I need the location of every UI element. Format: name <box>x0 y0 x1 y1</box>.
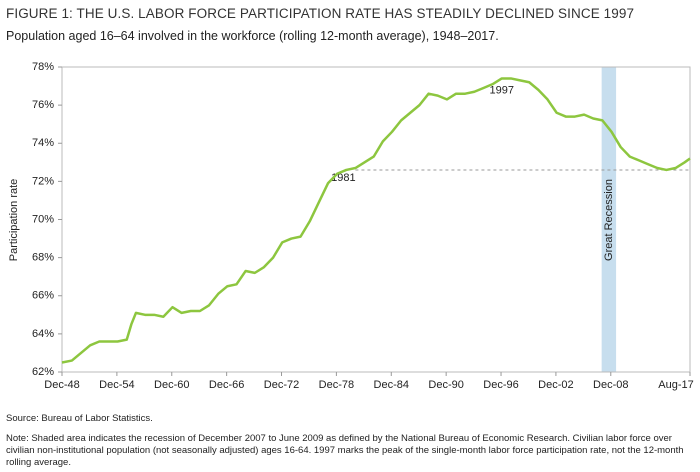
y-tick-label: 72% <box>32 175 54 187</box>
y-axis-label: Participation rate <box>8 179 20 262</box>
x-tick-label: Dec-66 <box>209 379 244 391</box>
plot-frame <box>61 66 691 373</box>
y-tick-label: 68% <box>32 252 54 264</box>
recession-label: Great Recession <box>603 179 615 261</box>
recession-band <box>601 67 617 372</box>
x-tick-label: Dec-96 <box>483 379 518 391</box>
y-tick-label: 76% <box>32 99 54 111</box>
x-tick-label: Dec-48 <box>44 379 79 391</box>
peak-label: 1997 <box>490 84 514 96</box>
x-tick-label: Aug-17 <box>658 379 693 391</box>
chart-subtitle: Population aged 16–64 involved in the wo… <box>6 29 499 43</box>
x-tick-label: Dec-08 <box>593 379 628 391</box>
y-tick-label: 62% <box>32 366 54 378</box>
y-tick-label: 70% <box>32 213 54 225</box>
y-tick-label: 78% <box>32 61 54 73</box>
x-tick-label: Dec-60 <box>154 379 189 391</box>
chart-title: FIGURE 1: THE U.S. LABOR FORCE PARTICIPA… <box>6 6 635 21</box>
source: Source: Bureau of Labor Statistics. <box>6 413 153 424</box>
x-tick-label: Dec-54 <box>99 379 134 391</box>
x-tick-label: Dec-72 <box>264 379 299 391</box>
y-tick-label: 74% <box>32 137 54 149</box>
x-tick-label: Dec-78 <box>319 379 354 391</box>
x-tick-label: Dec-02 <box>538 379 573 391</box>
note: Note: Shaded area indicates the recessio… <box>6 433 684 468</box>
x-tick-label: Dec-84 <box>374 379 409 391</box>
y-tick-label: 66% <box>32 290 54 302</box>
chart: Participation rate Great Recession 62% 64%… <box>8 61 694 391</box>
y-tick-label: 64% <box>32 328 54 340</box>
data-line <box>61 77 691 364</box>
x-tick-label: Dec-90 <box>428 379 463 391</box>
